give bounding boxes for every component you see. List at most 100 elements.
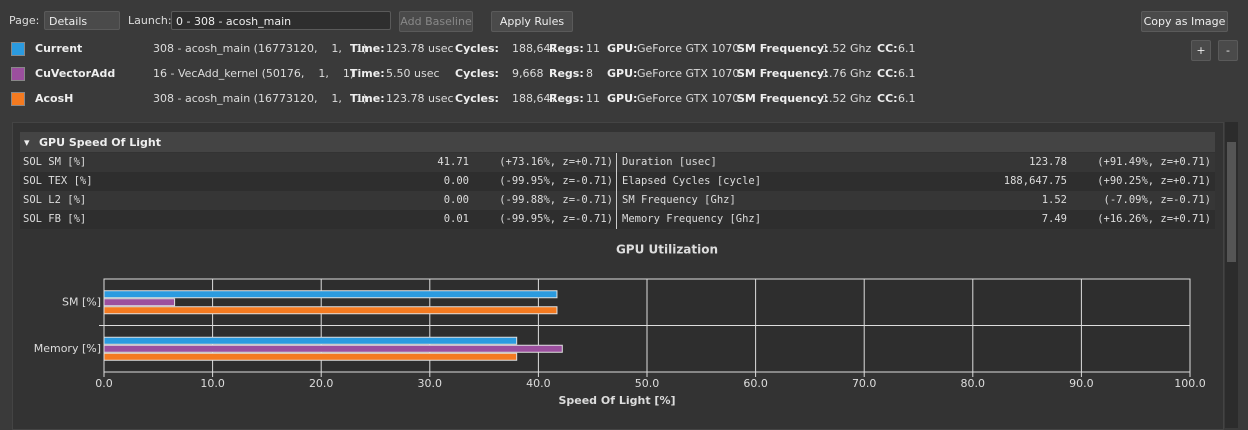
table-delta: (-7.09%, z=-0.71) xyxy=(1103,194,1211,206)
table-label: SOL SM [%] xyxy=(23,156,87,168)
bar xyxy=(103,306,558,315)
y-tick-label: Memory [%] xyxy=(34,342,101,355)
baseline-time-label: Time: xyxy=(350,92,385,105)
baseline-gpu: GeForce GTX 1070 xyxy=(637,92,740,105)
bar xyxy=(103,336,518,345)
x-tick-label: 20.0 xyxy=(309,377,334,390)
table-label: Duration [usec] xyxy=(622,156,717,168)
bar xyxy=(103,352,518,361)
bar xyxy=(103,298,176,307)
x-tick-label: 50.0 xyxy=(635,377,660,390)
baseline-cc-label: CC: xyxy=(877,42,898,55)
launch-select[interactable]: 0 - 308 - acosh_main xyxy=(171,11,391,30)
add-button[interactable]: + xyxy=(1191,40,1211,61)
apply-rules-button[interactable]: Apply Rules xyxy=(491,11,573,32)
table-value: 0.00 xyxy=(443,175,469,187)
baseline-cycles: 188,647 xyxy=(512,42,558,55)
baseline-cc: 6.1 xyxy=(898,92,916,105)
baseline-gpu-label: GPU: xyxy=(607,42,638,55)
launch-label: Launch: xyxy=(128,14,172,27)
baseline-time: 123.78 usec xyxy=(386,92,454,105)
table-row xyxy=(20,191,1215,210)
baseline-smf: 1.52 Ghz xyxy=(822,42,872,55)
baseline-cycles-label: Cycles: xyxy=(455,42,499,55)
baseline-gpu-label: GPU: xyxy=(607,92,638,105)
section-header[interactable] xyxy=(20,132,1215,152)
table-delta: (-99.88%, z=-0.71) xyxy=(499,194,613,206)
baseline-swatch xyxy=(11,67,25,81)
baseline-smf: 1.76 Ghz xyxy=(822,67,872,80)
table-delta: (+73.16%, z=+0.71) xyxy=(499,156,613,168)
table-label: SOL TEX [%] xyxy=(23,175,93,187)
baseline-regs: 11 xyxy=(586,42,600,55)
table-value: 0.00 xyxy=(443,194,469,206)
baseline-gpu: GeForce GTX 1070 xyxy=(637,67,740,80)
baseline-regs-label: Regs: xyxy=(549,92,584,105)
table-divider xyxy=(616,153,617,229)
baseline-launch: 16 - VecAdd_kernel (50176, 1, 1) xyxy=(153,67,355,80)
baseline-swatch xyxy=(11,42,25,56)
baseline-launch: 308 - acosh_main (16773120, 1, 1) xyxy=(153,42,368,55)
baseline-cc-label: CC: xyxy=(877,67,898,80)
baseline-regs-label: Regs: xyxy=(549,67,584,80)
baseline-time-label: Time: xyxy=(350,42,385,55)
table-value: 0.01 xyxy=(443,213,469,225)
baseline-cc: 6.1 xyxy=(898,67,916,80)
table-value: 123.78 xyxy=(1029,156,1067,168)
x-tick-label: 0.0 xyxy=(95,377,113,390)
x-axis-label: Speed Of Light [%] xyxy=(558,394,675,407)
section-arrow: ▾ xyxy=(24,136,30,149)
baseline-name: CuVectorAdd xyxy=(35,67,116,80)
table-value: 41.71 xyxy=(437,156,469,168)
scrollbar[interactable] xyxy=(1225,122,1238,428)
baseline-swatch xyxy=(11,92,25,106)
baseline-time-label: Time: xyxy=(350,67,385,80)
x-tick-label: 10.0 xyxy=(200,377,225,390)
section-title: GPU Speed Of Light xyxy=(39,136,161,149)
baseline-name: AcosH xyxy=(35,92,74,105)
remove-button[interactable]: - xyxy=(1218,40,1238,61)
baseline-regs: 11 xyxy=(586,92,600,105)
chart-title: GPU Utilization xyxy=(616,243,718,257)
baseline-gpu-label: GPU: xyxy=(607,67,638,80)
table-label: SOL L2 [%] xyxy=(23,194,87,206)
baseline-name: Current xyxy=(35,42,83,55)
x-tick-label: 40.0 xyxy=(526,377,551,390)
baseline-time: 123.78 usec xyxy=(386,42,454,55)
baseline-cc-label: CC: xyxy=(877,92,898,105)
table-label: Elapsed Cycles [cycle] xyxy=(622,175,762,187)
x-tick-label: 90.0 xyxy=(1069,377,1094,390)
bar xyxy=(103,344,563,353)
table-label: Memory Frequency [Ghz] xyxy=(622,213,762,225)
table-label: SOL FB [%] xyxy=(23,213,87,225)
table-delta: (+91.49%, z=+0.71) xyxy=(1097,156,1211,168)
baseline-time: 5.50 usec xyxy=(386,67,440,80)
baseline-smf-label: SM Frequency: xyxy=(737,92,829,105)
table-delta: (-99.95%, z=-0.71) xyxy=(499,175,613,187)
x-tick-label: 60.0 xyxy=(743,377,768,390)
table-delta: (+16.26%, z=+0.71) xyxy=(1097,213,1211,225)
baseline-launch: 308 - acosh_main (16773120, 1, 1) xyxy=(153,92,368,105)
baseline-cycles: 188,647 xyxy=(512,92,558,105)
table-value: 1.52 xyxy=(1041,194,1067,206)
y-tick-label: SM [%] xyxy=(62,295,101,308)
x-tick-label: 30.0 xyxy=(418,377,443,390)
copy-image-button[interactable]: Copy as Image xyxy=(1141,11,1228,32)
bar xyxy=(103,290,558,299)
x-tick-label: 100.0 xyxy=(1174,377,1206,390)
baseline-smf-label: SM Frequency: xyxy=(737,67,829,80)
baseline-regs: 8 xyxy=(586,67,593,80)
baseline-cycles-label: Cycles: xyxy=(455,67,499,80)
table-value: 7.49 xyxy=(1041,213,1067,225)
baseline-smf-label: SM Frequency: xyxy=(737,42,829,55)
baseline-cycles: 9,668 xyxy=(512,67,544,80)
table-value: 188,647.75 xyxy=(1003,175,1067,187)
baseline-smf: 1.52 Ghz xyxy=(822,92,872,105)
page-select[interactable]: Details xyxy=(44,11,120,30)
add-baseline-button[interactable]: Add Baseline xyxy=(399,11,473,32)
x-tick-label: 70.0 xyxy=(852,377,877,390)
table-delta: (+90.25%, z=+0.71) xyxy=(1097,175,1211,187)
table-delta: (-99.95%, z=-0.71) xyxy=(499,213,613,225)
